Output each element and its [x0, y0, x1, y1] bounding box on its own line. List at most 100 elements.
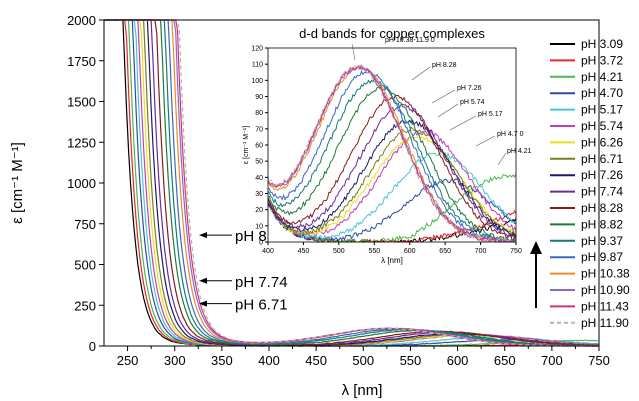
inset-x-tick-label: 600 [404, 248, 416, 255]
inset-y-tick-label: 110 [252, 62, 263, 69]
inset-annotation-label: pH 8.28 [432, 62, 457, 69]
x-tick-label: 450 [305, 353, 327, 368]
inset-annotation-label: pH 5.17 [478, 111, 503, 118]
annotation-arrow-head [199, 300, 207, 307]
inset-x-tick-label: 750 [510, 248, 522, 255]
inset-annotations: pH 10.38-11.9 0 pH 8.28 pH 7.26 pH 5.74 pH 5… [351, 37, 532, 166]
legend-label: pH 7.74 [581, 185, 623, 199]
y-tick-label: 1750 [67, 54, 96, 69]
inset-title: d-d bands for copper complexes [299, 26, 485, 41]
inset-annotation-leader [437, 103, 459, 118]
x-tick-label: 350 [211, 353, 233, 368]
inset-x-tick-label: 550 [368, 248, 380, 255]
x-tick-label: 650 [494, 353, 516, 368]
legend-label: pH 4.70 [581, 86, 623, 100]
legend-label: pH 6.71 [581, 152, 623, 166]
x-tick-label: 600 [447, 353, 469, 368]
legend-label: pH 9.37 [581, 234, 623, 248]
inset-series-line [267, 94, 517, 242]
x-tick-label: 300 [164, 353, 186, 368]
legend-label: pH 5.17 [581, 103, 623, 117]
inset-series-line [267, 70, 517, 243]
inset-annotation-leader [449, 115, 477, 131]
main-series-group [104, 19, 599, 347]
inset-x-axis: 400 450 500 550 600 650 700 750 [262, 242, 522, 255]
legend-label: pH 7.26 [581, 168, 623, 182]
inset-annotation-label: pH 4.21 [507, 148, 532, 155]
annotation-label: pH 6.71 [235, 297, 288, 314]
x-tick-label: 400 [258, 353, 280, 368]
inset-annotation-leader [497, 152, 507, 166]
y-tick-label: 1000 [67, 176, 96, 191]
inset-annotation-label: pH 7.26 [457, 85, 482, 92]
main-series-line [104, 19, 599, 347]
inset-y-axis: 0 10 20 30 40 50 60 70 80 90 100 110 120 [251, 46, 268, 247]
inset-y-axis-label: ε [cm⁻¹ M⁻¹] [243, 126, 250, 164]
inset-x-tick-label: 700 [475, 248, 487, 255]
inset-y-tick-label: 10 [255, 223, 263, 230]
legend-label: pH 10.90 [581, 283, 630, 297]
legend-label: pH 3.09 [581, 37, 623, 51]
main-series-line [104, 19, 599, 347]
main-x-axis: 250 300 350 400 450 500 550 600 650 700 750 [117, 346, 610, 368]
inset-y-tick-label: 20 [255, 207, 263, 214]
inset-x-tick-label: 400 [262, 248, 274, 255]
annotation-arrow-head [199, 232, 207, 239]
y-tick-label: 1250 [67, 135, 96, 150]
inset-y-tick-label: 60 [255, 143, 263, 150]
main-x-axis-label: λ [nm] [342, 382, 383, 399]
inset-annotation-label: pH 10.38-11.9 0 [385, 37, 435, 44]
inset-annotation-label: pH 4.7 0 [497, 131, 524, 138]
inset-series-line [267, 177, 517, 242]
inset-series-line [267, 129, 517, 238]
main-series-line [104, 19, 599, 347]
x-tick-label: 750 [588, 353, 610, 368]
y-tick-label: 0 [89, 339, 96, 354]
inset-x-axis-label: λ [nm] [381, 256, 403, 265]
legend-label: pH 11.90 [581, 316, 629, 330]
annotation-arrow-head [199, 277, 207, 284]
main-annotation-arrows [199, 232, 232, 307]
inset-series-group [267, 63, 517, 244]
inset-pointer-arrow [530, 241, 542, 308]
inset-annotation-leader [431, 89, 456, 104]
inset-series-line [267, 65, 517, 243]
inset-series-line [267, 63, 516, 244]
main-series-line [104, 19, 599, 347]
inset-annotation-leader [351, 43, 356, 61]
main-series-line [104, 19, 599, 347]
inset-y-tick-label: 50 [255, 159, 263, 166]
inset-y-tick-label: 70 [255, 126, 263, 133]
inset-series-line [267, 126, 517, 238]
inset-x-tick-label: 500 [333, 248, 345, 255]
y-tick-label: 2000 [67, 13, 96, 28]
x-tick-label: 700 [541, 353, 563, 368]
inset-y-tick-label: 40 [255, 175, 263, 182]
inset-annotation-leader [475, 135, 496, 147]
annotation-label: pH 7.74 [235, 274, 288, 291]
x-tick-label: 500 [352, 353, 374, 368]
inset-x-tick-label: 650 [439, 248, 451, 255]
legend: pH 3.09 pH 3.72 pH 4.21 pH 4.70 pH 5.17 pH 5.… [550, 37, 630, 330]
inset-y-tick-label: 30 [255, 191, 263, 198]
inset-annotation-leader [411, 66, 431, 81]
y-tick-label: 250 [74, 298, 96, 313]
x-tick-label: 250 [117, 353, 139, 368]
legend-label: pH 8.28 [581, 201, 623, 215]
inset-y-tick-label: 0 [259, 240, 263, 247]
y-tick-label: 1500 [67, 95, 96, 110]
legend-label: pH 8.82 [581, 217, 623, 231]
inset-y-tick-label: 120 [251, 46, 263, 53]
legend-label: pH 11.43 [581, 299, 629, 313]
inset-annotation-label: pH 5.74 [460, 99, 485, 106]
main-chart: 250 300 350 400 450 500 550 600 650 700 750 025050… [9, 13, 610, 399]
y-tick-label: 500 [74, 258, 96, 273]
inset-y-tick-label: 100 [251, 78, 263, 85]
legend-label: pH 3.72 [581, 53, 623, 67]
inset-chart: d-d bands for copper complexes 400 450 500… [243, 26, 532, 265]
main-y-axis-label: ε [cm⁻¹ M⁻¹] [9, 142, 26, 224]
legend-label: pH 9.87 [581, 250, 623, 264]
inset-x-tick-label: 450 [298, 248, 310, 255]
main-y-axis: 0 250 500 750 1000 1250 1500 1750 2000 [67, 13, 104, 354]
